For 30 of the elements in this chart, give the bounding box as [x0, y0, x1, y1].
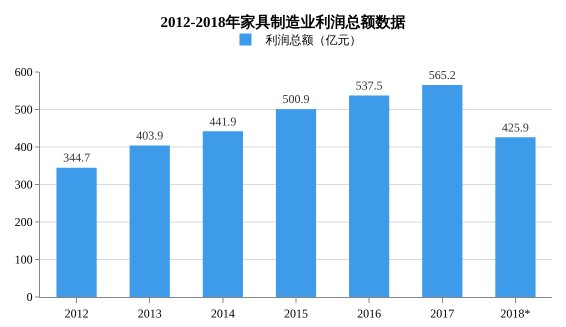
bar	[422, 85, 462, 297]
x-tick-label: 2013	[138, 306, 162, 320]
bar	[202, 131, 243, 297]
data-label: 537.5	[356, 78, 383, 92]
data-label: 441.9	[209, 114, 236, 128]
bar	[349, 95, 390, 297]
bar	[56, 168, 97, 297]
x-tick-label: 2015	[284, 306, 308, 320]
x-tick-label: 2012	[64, 306, 89, 320]
y-tick-label: 400	[14, 140, 33, 154]
x-tick-label: 2017	[430, 306, 454, 320]
data-label: 403.9	[136, 128, 164, 143]
data-label: 344.7	[63, 150, 90, 165]
data-label: 425.9	[502, 120, 529, 134]
x-tick-label: 2014	[210, 306, 235, 320]
bar	[130, 146, 170, 297]
y-tick-label: 600	[14, 65, 33, 80]
x-tick-label: 2016	[357, 306, 382, 320]
data-label: 565.2	[428, 68, 456, 82]
data-label: 500.9	[282, 92, 310, 106]
y-tick-label: 0	[26, 290, 33, 304]
y-tick-label: 300	[14, 178, 33, 192]
x-tick-label: 2018*	[500, 306, 530, 320]
y-tick-label: 100	[14, 252, 33, 267]
bar	[276, 109, 316, 297]
y-tick-label: 200	[14, 215, 33, 230]
legend-label: 利润总额（亿元）	[266, 33, 362, 48]
chart-title: 2012-2018年家具制造业利润总额数据	[160, 12, 406, 31]
y-tick-label: 500	[14, 102, 33, 117]
bar	[495, 137, 536, 297]
